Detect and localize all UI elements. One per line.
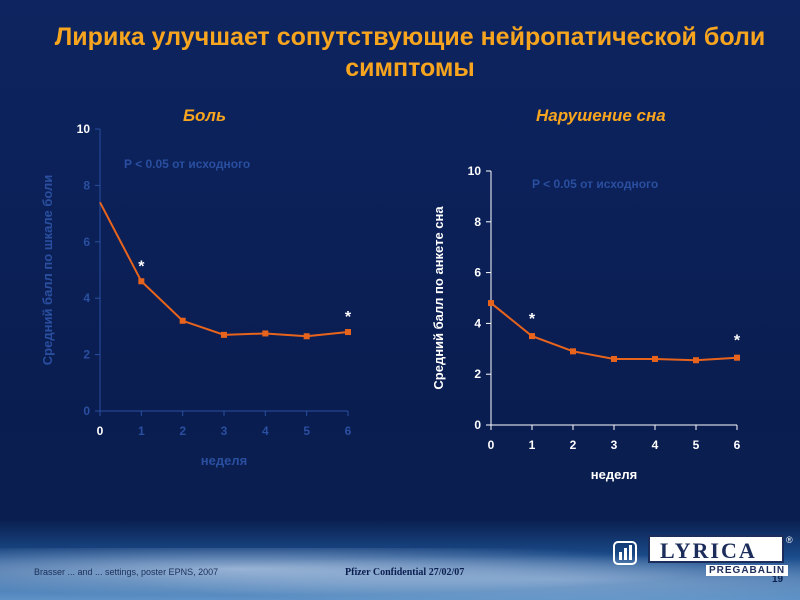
logo-box: LYRICA bbox=[648, 535, 784, 563]
data-point bbox=[734, 354, 740, 361]
x-tick-label: 4 bbox=[652, 438, 659, 452]
data-point bbox=[138, 278, 145, 285]
y-tick-label: 10 bbox=[77, 122, 91, 136]
data-point bbox=[652, 355, 658, 362]
x-tick-label: 1 bbox=[529, 438, 536, 452]
data-point bbox=[570, 348, 576, 355]
footer-confidential: Pfizer Confidential 27/02/07 bbox=[345, 567, 465, 578]
significance-star: * bbox=[138, 258, 145, 275]
right-chart-title: Нарушение сна bbox=[536, 106, 666, 125]
x-tick-label: 3 bbox=[221, 424, 228, 438]
y-axis-label: Средний балл по анкете сна bbox=[431, 206, 446, 390]
significance-star: * bbox=[529, 311, 536, 328]
y-tick-label: 0 bbox=[83, 404, 90, 418]
data-point bbox=[303, 333, 310, 340]
p-value-annotation: P < 0.05 от исходного bbox=[532, 177, 658, 191]
data-point bbox=[262, 330, 269, 337]
logo-registered: ® bbox=[786, 535, 793, 545]
logo-subtitle: PREGABALIN bbox=[706, 565, 789, 576]
y-tick-label: 2 bbox=[83, 348, 90, 362]
p-value-annotation: P < 0.05 от исходного bbox=[124, 157, 250, 171]
y-tick-label: 8 bbox=[83, 178, 90, 192]
chart-icon[interactable] bbox=[612, 538, 642, 568]
data-point bbox=[488, 300, 494, 307]
slide-title: Лирика улучшает сопутствующие нейропатич… bbox=[54, 23, 766, 82]
data-point bbox=[529, 333, 535, 340]
y-tick-label: 6 bbox=[83, 235, 90, 249]
page-number: 19 bbox=[772, 574, 784, 585]
x-tick-label: 2 bbox=[179, 424, 186, 438]
x-axis-label: неделя bbox=[201, 453, 247, 468]
y-tick-label: 10 bbox=[468, 164, 482, 178]
logo-brand: LYRICA bbox=[660, 538, 757, 563]
x-tick-label: 6 bbox=[734, 438, 741, 452]
y-axis-label: Средний балл по шкале боли bbox=[40, 175, 55, 365]
x-tick-label: 3 bbox=[611, 438, 618, 452]
data-point bbox=[693, 357, 699, 364]
y-tick-label: 2 bbox=[474, 367, 481, 381]
data-point bbox=[345, 329, 351, 336]
y-tick-label: 6 bbox=[474, 266, 481, 280]
data-point bbox=[221, 331, 227, 338]
data-point bbox=[611, 355, 617, 362]
x-tick-label: 5 bbox=[693, 438, 700, 452]
y-tick-label: 0 bbox=[474, 418, 481, 432]
y-tick-label: 8 bbox=[474, 215, 481, 229]
significance-star: * bbox=[734, 333, 741, 350]
left-chart-title: Боль bbox=[183, 106, 227, 125]
significance-star: * bbox=[345, 309, 352, 326]
lyrica-logo: LYRICA ® PREGABALIN bbox=[648, 535, 793, 577]
data-point bbox=[179, 317, 186, 324]
x-tick-label: 6 bbox=[345, 424, 352, 438]
x-tick-label: 2 bbox=[570, 438, 577, 452]
footer-reference: Brasser ... and ... settings, poster EPN… bbox=[34, 567, 219, 577]
y-tick-label: 4 bbox=[474, 316, 481, 330]
x-axis-label: неделя bbox=[591, 467, 637, 482]
x-tick-label: 4 bbox=[262, 424, 269, 438]
y-tick-label: 4 bbox=[83, 291, 90, 305]
x-tick-label: 0 bbox=[97, 424, 104, 438]
x-tick-label: 0 bbox=[488, 438, 495, 452]
x-tick-label: 1 bbox=[138, 424, 145, 438]
x-tick-label: 5 bbox=[303, 424, 310, 438]
